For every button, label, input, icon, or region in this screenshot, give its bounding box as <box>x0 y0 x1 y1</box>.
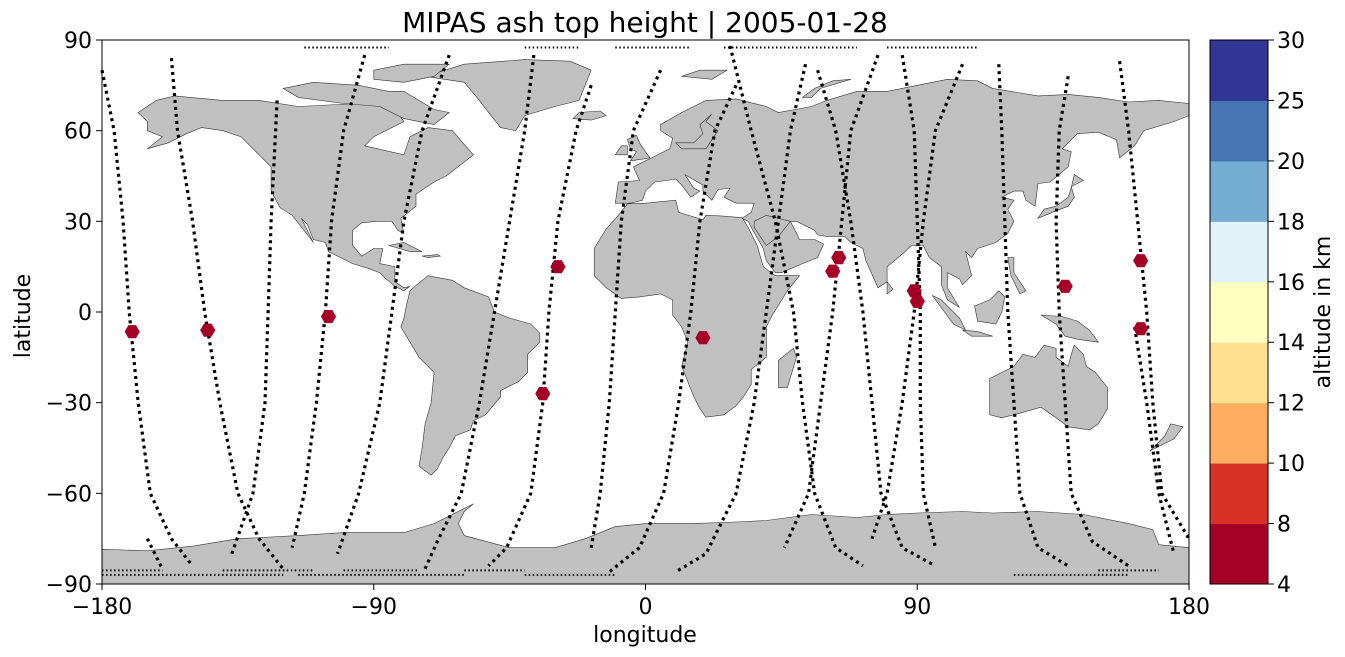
orbit-track-5 <box>335 54 451 555</box>
ash-marker-6 <box>825 264 841 278</box>
orbit-track-16 <box>997 64 1070 568</box>
orbit-track-11 <box>728 45 864 568</box>
land-africa <box>593 199 801 418</box>
ash-marker-2 <box>320 310 337 324</box>
land-svalbard <box>681 69 729 80</box>
colorbar-label: altitude in km <box>1311 236 1336 389</box>
land-north-america <box>137 95 474 292</box>
orbit-track-2 <box>145 537 164 570</box>
colorbar-tick-label-5: 16 <box>1277 271 1305 296</box>
orbit-track-7 <box>487 84 593 568</box>
y-axis-label: latitude <box>11 274 36 358</box>
colorbar-segment-5 <box>1210 221 1268 283</box>
map-axes <box>100 39 1191 585</box>
land-australia <box>989 344 1108 431</box>
x-axis-ticks: −180 −90 0 90 180 <box>72 584 1210 620</box>
land-masses <box>101 59 1190 585</box>
orbit-track-17 <box>1054 76 1130 568</box>
y-tick-label-5: −60 <box>46 482 92 507</box>
x-axis-label: longitude <box>593 623 697 648</box>
y-tick-label-1: 60 <box>64 120 92 145</box>
orbit-track-0 <box>100 69 194 567</box>
y-tick-label-2: 30 <box>64 210 92 235</box>
orbit-track-15 <box>870 63 964 540</box>
land-south-america <box>400 275 541 476</box>
orbit-track-1 <box>169 57 285 570</box>
colorbar-segment-3 <box>1210 342 1268 404</box>
land-sumatra <box>932 295 967 331</box>
land-eurasia <box>614 78 1190 308</box>
x-tick-label-3: 90 <box>903 595 931 620</box>
y-tick-label-4: −30 <box>46 392 92 417</box>
land-novaya-zemlya <box>801 79 851 98</box>
land-philippines <box>1007 257 1027 295</box>
colorbar-tick-label-3: 12 <box>1277 392 1305 417</box>
colorbar-tick-label-9: 30 <box>1277 29 1305 54</box>
colorbar-segment-0 <box>1210 523 1268 585</box>
colorbar-tick-label-8: 25 <box>1277 89 1305 114</box>
x-tick-label-4: 180 <box>1168 595 1210 620</box>
land-ireland <box>614 145 628 156</box>
ash-marker-9 <box>909 294 925 308</box>
ash-marker-7 <box>831 251 847 265</box>
land-ellesmere <box>373 63 451 83</box>
land-hispaniola <box>422 254 442 258</box>
y-tick-label-0: 90 <box>64 29 92 54</box>
orbit-track-3 <box>230 100 279 555</box>
ash-detections <box>124 251 1149 401</box>
y-axis-ticks: 90 60 30 0 −30 −60 −90 <box>46 29 102 598</box>
colorbar-segment-8 <box>1210 40 1268 101</box>
land-java <box>962 329 993 337</box>
ash-marker-10 <box>1057 279 1073 293</box>
orbit-tracks <box>100 45 1191 576</box>
x-tick-label-1: −90 <box>351 595 397 620</box>
land-greenland <box>425 59 592 132</box>
colorbar: 4 8 10 12 14 16 18 20 25 30 <box>1209 29 1305 598</box>
y-tick-label-3: 0 <box>78 301 92 326</box>
colorbar-segment-1 <box>1210 463 1268 525</box>
x-tick-label-2: 0 <box>639 595 653 620</box>
land-madagascar <box>778 347 797 388</box>
land-borneo <box>974 290 1006 325</box>
colorbar-segment-6 <box>1210 160 1268 222</box>
x-tick-label-0: −180 <box>72 595 132 620</box>
orbit-track-10 <box>674 63 808 574</box>
y-tick-label-6: −90 <box>46 573 92 598</box>
colorbar-tick-label-6: 18 <box>1277 210 1305 235</box>
land-scandinavia-sea <box>674 113 719 150</box>
orbit-track-13 <box>816 69 937 568</box>
colorbar-tick-label-7: 20 <box>1277 150 1305 175</box>
orbit-track-18 <box>1118 60 1191 540</box>
colorbar-segment-2 <box>1210 402 1268 464</box>
ash-marker-4 <box>535 387 551 401</box>
colorbar-tick-label-1: 8 <box>1277 513 1291 538</box>
ash-marker-12 <box>1133 322 1149 336</box>
ash-marker-1 <box>200 323 216 337</box>
land-sri-lanka <box>886 280 894 295</box>
colorbar-tick-label-0: 4 <box>1277 573 1291 598</box>
land-japan <box>1037 174 1084 219</box>
colorbar-tick-label-2: 10 <box>1277 452 1305 477</box>
orbit-track-6 <box>423 54 536 570</box>
land-antarctica <box>101 503 1190 585</box>
colorbar-tick-label-4: 14 <box>1277 331 1305 356</box>
ash-marker-5 <box>695 331 711 345</box>
colorbar-segment-7 <box>1210 100 1268 162</box>
land-cuba <box>388 242 423 252</box>
orbit-track-9 <box>608 84 738 574</box>
colorbar-frame <box>1209 39 1269 585</box>
colorbar-segment-4 <box>1210 281 1268 343</box>
ash-marker-3 <box>550 260 566 274</box>
ash-marker-11 <box>1133 254 1149 268</box>
chart-title: MIPAS ash top height | 2005-01-28 <box>402 6 888 39</box>
land-new-zealand <box>1149 423 1184 452</box>
ash-marker-0 <box>124 325 140 339</box>
